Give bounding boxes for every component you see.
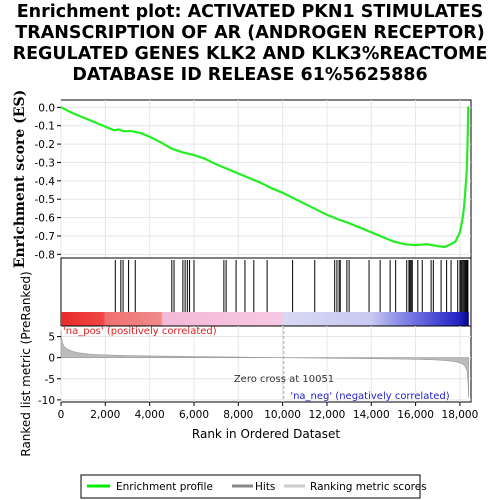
- es-tick-label: -0.3: [35, 157, 56, 169]
- es-tick-label: -0.4: [35, 176, 56, 188]
- x-tick-label: 6,000: [179, 409, 209, 421]
- es-tick-label: -0.2: [35, 139, 56, 151]
- ranking-color-bar: [61, 312, 469, 326]
- legend-item-ranking-metric: Ranking metric scores: [284, 481, 427, 493]
- metric-panel-frame: [60, 325, 472, 403]
- x-tick-label: 8,000: [223, 409, 253, 421]
- metric-tick-label: -5: [45, 374, 55, 386]
- metric-tick-label: -10: [38, 395, 55, 407]
- x-tick-label: 14,000: [353, 409, 390, 421]
- x-axis: 0 2,000 4,000 6,000 8,000 10,000 12,000 14,000 1…: [58, 402, 479, 421]
- es-tick-label: -0.5: [35, 194, 56, 206]
- ranking-metric-area: [60, 330, 469, 398]
- zero-cross-label: Zero cross at 10051: [234, 374, 334, 385]
- x-tick-label: 16,000: [397, 409, 434, 421]
- hit-lines: [114, 260, 469, 312]
- x-tick-label: 2,000: [90, 409, 120, 421]
- es-y-axis: 0.0 -0.1 -0.2 -0.3 -0.4 -0.5 -0.6 -0.7 -0.8: [35, 102, 61, 261]
- metric-tick-label: 0: [48, 353, 55, 365]
- legend-item-hits: Hits: [232, 481, 275, 493]
- legend-label-ranking-metric: Ranking metric scores: [310, 481, 427, 493]
- metric-y-axis: 5 0 -5 -10: [38, 332, 61, 407]
- x-tick-label: 12,000: [309, 409, 346, 421]
- legend-label-enrichment-profile: Enrichment profile: [116, 481, 213, 493]
- x-axis-label: Rank in Ordered Dataset: [192, 427, 340, 441]
- es-tick-label: -0.8: [35, 249, 56, 261]
- es-y-axis-label: Enrichment score (ES): [12, 90, 28, 268]
- es-tick-label: -0.6: [35, 213, 56, 225]
- chart-title: Enrichment plot: ACTIVATED PKN1 STIMULAT…: [0, 2, 500, 86]
- na-pos-label: 'na_pos' (positively correlated): [63, 326, 217, 337]
- es-panel-frame: [60, 99, 472, 259]
- x-tick-label: 4,000: [135, 409, 165, 421]
- title-line-2: TRANSCRIPTION OF AR (ANDROGEN RECEPTOR): [15, 23, 485, 43]
- legend-item-enrichment-profile: Enrichment profile: [87, 481, 213, 493]
- legend-label-hits: Hits: [255, 481, 275, 493]
- na-neg-label: 'na_neg' (negatively correlated): [290, 391, 449, 402]
- x-tick-label: 18,000: [442, 409, 479, 421]
- metric-y-axis-label: Ranked list metric (PreRanked): [19, 271, 33, 456]
- x-tick-label: 0: [58, 409, 65, 421]
- enrichment-profile-line: [60, 106, 470, 249]
- es-tick-label: -0.1: [35, 121, 56, 133]
- x-tick-label: 10,000: [264, 409, 301, 421]
- es-gridlines: [60, 100, 471, 258]
- es-tick-label: 0.0: [38, 102, 55, 114]
- metric-tick-label: 5: [48, 332, 55, 344]
- title-line-1: Enrichment plot: ACTIVATED PKN1 STIMULAT…: [16, 2, 484, 22]
- es-tick-label: -0.7: [35, 231, 56, 243]
- title-line-3: REGULATED GENES KLK2 AND KLK3%REACTOME: [12, 44, 488, 64]
- title-line-4: DATABASE ID RELEASE 61%5625886: [72, 65, 428, 85]
